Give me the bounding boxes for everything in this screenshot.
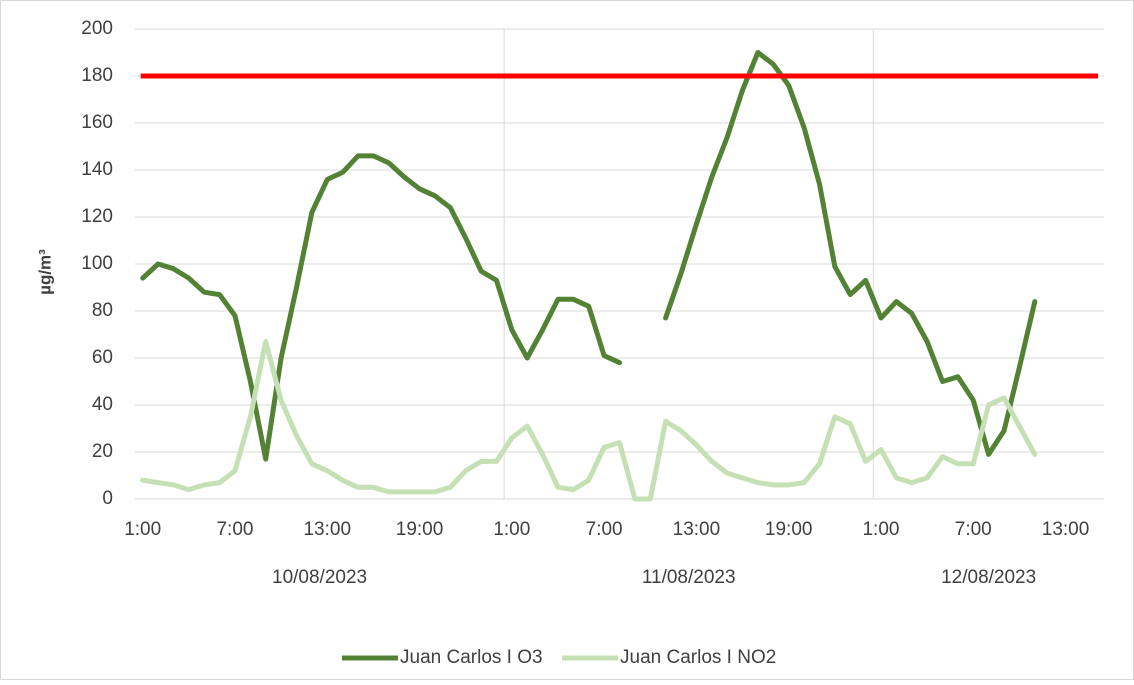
- x-tick-label: 19:00: [765, 519, 813, 540]
- day-label: 10/08/2023: [272, 567, 367, 588]
- y-tick-label: 180: [81, 65, 113, 86]
- y-axis-label: µg/m³: [35, 249, 54, 295]
- x-tick-label: 1:00: [493, 519, 530, 540]
- x-tick-label: 7:00: [216, 519, 253, 540]
- x-tick-label: 1:00: [124, 519, 161, 540]
- x-tick-label: 13:00: [303, 519, 351, 540]
- y-tick-label: 40: [92, 394, 113, 415]
- y-tick-label: 120: [81, 206, 113, 227]
- x-tick-label: 7:00: [586, 519, 623, 540]
- y-tick-label: 80: [92, 300, 113, 321]
- y-tick-label: 160: [81, 112, 113, 133]
- y-tick-label: 200: [81, 18, 113, 39]
- x-tick-label: 13:00: [673, 519, 721, 540]
- y-tick-label: 100: [81, 253, 113, 274]
- legend-label: Juan Carlos I NO2: [620, 647, 776, 668]
- day-label: 12/08/2023: [941, 567, 1036, 588]
- x-tick-label: 19:00: [396, 519, 444, 540]
- y-tick-label: 140: [81, 159, 113, 180]
- series-line: [140, 50, 1038, 462]
- y-tick-label: 20: [92, 441, 113, 462]
- y-tick-label: 0: [102, 488, 113, 509]
- x-tick-label: 13:00: [1042, 519, 1090, 540]
- legend-label: Juan Carlos I O3: [400, 647, 543, 668]
- x-tick-label: 1:00: [862, 519, 899, 540]
- y-tick-label: 60: [92, 347, 113, 368]
- x-tick-label: 7:00: [955, 519, 992, 540]
- day-label: 11/08/2023: [642, 567, 736, 588]
- series-line: [140, 339, 1038, 502]
